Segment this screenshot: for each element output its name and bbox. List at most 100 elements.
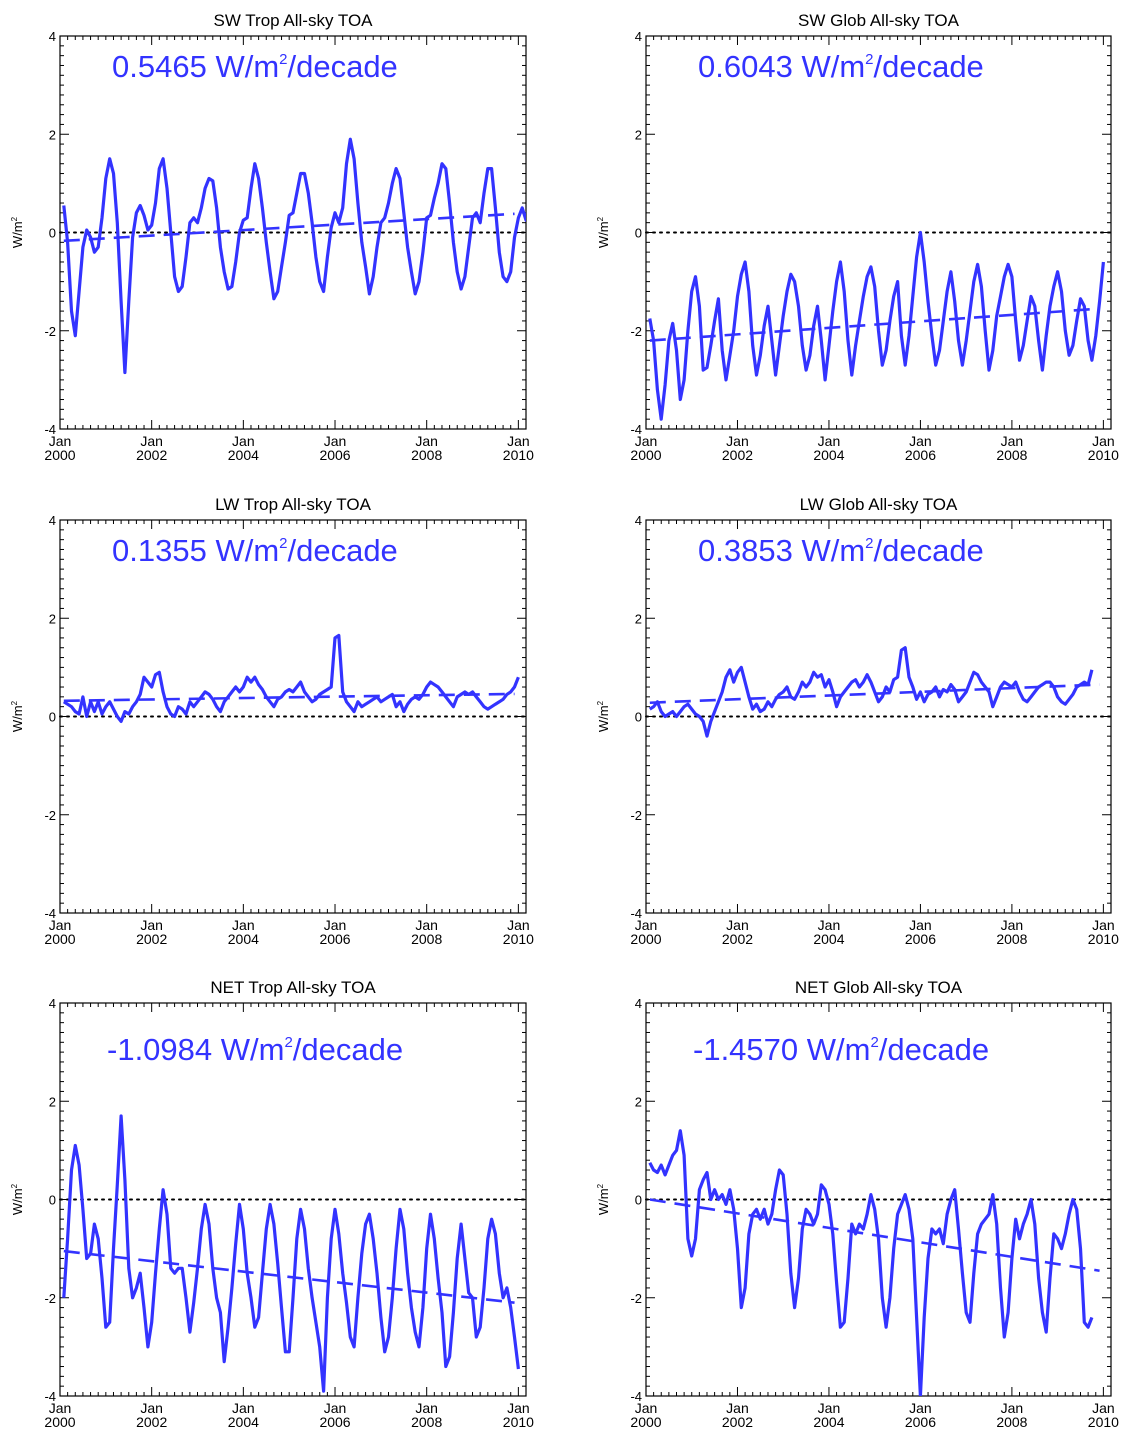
y-tick-label: 4	[49, 513, 56, 528]
panel-1: SW Trop All-sky TOA-4-2024Jan2000Jan2002…	[10, 11, 534, 463]
y-tick-label: 4	[635, 29, 642, 44]
y-tick-label: 2	[635, 611, 642, 626]
y-tick-label: -4	[630, 1389, 642, 1404]
trend-value: -1.0984	[107, 1032, 212, 1067]
x-tick-label-month: Jan	[726, 433, 749, 449]
x-tick-label-month: Jan	[232, 433, 255, 449]
y-tick-label: -2	[44, 324, 56, 339]
x-tick-label-year: 2008	[996, 1414, 1027, 1430]
y-axis-label-text: W/m	[10, 705, 25, 732]
x-tick-label-year: 2006	[905, 1414, 936, 1430]
y-tick-label: 0	[635, 226, 642, 241]
y-tick-label: -2	[44, 1291, 56, 1306]
x-tick-label-month: Jan	[726, 917, 749, 933]
panel-title: SW Glob All-sky TOA	[798, 11, 960, 30]
trend-unit-pre: W/m	[207, 49, 279, 84]
trend-unit-post: /decade	[287, 49, 397, 84]
x-tick-label-month: Jan	[909, 1400, 932, 1416]
x-tick-label-year: 2008	[411, 1414, 442, 1430]
y-tick-label: -4	[44, 1389, 56, 1404]
series-line-monthly-anomaly	[648, 1129, 1094, 1396]
x-tick-label-year: 2010	[503, 931, 534, 947]
x-tick-label-month: Jan	[415, 917, 438, 933]
y-tick-label: 2	[49, 611, 56, 626]
trend-unit-post: /decade	[287, 533, 397, 568]
y-tick-label: 4	[49, 996, 56, 1011]
series-line-trend	[63, 1249, 515, 1304]
trend-value: 0.5465	[112, 49, 207, 84]
x-tick-label-month: Jan	[1092, 1400, 1115, 1416]
series-line-trend	[649, 683, 1100, 705]
panel-3: LW Trop All-sky TOA-4-2024Jan2000Jan2002…	[10, 495, 534, 947]
trend-unit-sup: 2	[865, 535, 873, 552]
y-tick-label: 2	[635, 1094, 642, 1109]
x-tick-label-month: Jan	[415, 1400, 438, 1416]
y-axis-label: W/m2	[10, 216, 25, 248]
y-axis-label-sup: 2	[10, 1183, 19, 1188]
x-tick-label-month: Jan	[324, 917, 347, 933]
y-axis-label: W/m2	[10, 1183, 25, 1215]
panel-title: NET Glob All-sky TOA	[795, 978, 963, 997]
panel-5: NET Trop All-sky TOA-4-2024Jan2000Jan200…	[10, 978, 534, 1430]
y-tick-label: 4	[49, 29, 56, 44]
x-tick-label-year: 2002	[136, 447, 167, 463]
panel-title: NET Trop All-sky TOA	[210, 978, 376, 997]
x-tick-label-month: Jan	[507, 433, 530, 449]
series-line-trend	[649, 1198, 1100, 1273]
trend-annotation: -1.4570 W/m2/decade	[693, 1032, 989, 1067]
x-tick-label-year: 2000	[630, 1414, 661, 1430]
panel-title: LW Glob All-sky TOA	[800, 495, 958, 514]
y-axis-label: W/m2	[10, 700, 25, 732]
x-tick-label-year: 2004	[228, 931, 259, 947]
y-axis-label: W/m2	[596, 216, 611, 248]
trend-value: 0.1355	[112, 533, 207, 568]
trend-unit-sup: 2	[870, 1034, 878, 1051]
x-tick-label-month: Jan	[1001, 433, 1024, 449]
y-tick-label: -2	[630, 324, 642, 339]
y-axis-label-sup: 2	[10, 700, 19, 705]
y-tick-label: -4	[630, 422, 642, 437]
x-tick-label-year: 2008	[996, 447, 1027, 463]
x-tick-label-month: Jan	[1001, 917, 1024, 933]
x-tick-label-month: Jan	[232, 1400, 255, 1416]
x-tick-label-year: 2006	[905, 447, 936, 463]
x-tick-label-year: 2000	[630, 447, 661, 463]
trend-unit-sup: 2	[279, 535, 287, 552]
x-tick-label-month: Jan	[324, 1400, 347, 1416]
trend-unit-pre: W/m	[793, 533, 865, 568]
trend-value: 0.6043	[698, 49, 793, 84]
x-tick-label-month: Jan	[909, 917, 932, 933]
panel-2: SW Glob All-sky TOA-4-2024Jan2000Jan2002…	[596, 11, 1119, 463]
x-tick-label-year: 2000	[44, 1414, 75, 1430]
x-tick-label-month: Jan	[818, 1400, 841, 1416]
x-tick-label-year: 2004	[228, 447, 259, 463]
series-line-monthly-anomaly	[648, 230, 1105, 421]
y-tick-label: 2	[49, 127, 56, 142]
x-tick-label-year: 2002	[722, 931, 753, 947]
x-tick-label-month: Jan	[49, 433, 72, 449]
panel-title: LW Trop All-sky TOA	[215, 495, 372, 514]
x-tick-label-month: Jan	[726, 1400, 749, 1416]
x-tick-label-year: 2008	[411, 931, 442, 947]
y-tick-label: 0	[49, 710, 56, 725]
x-tick-label-year: 2006	[905, 931, 936, 947]
series-line-monthly-anomaly	[62, 1114, 520, 1393]
trend-value: -1.4570	[693, 1032, 798, 1067]
x-tick-label-month: Jan	[140, 1400, 163, 1416]
x-tick-label-year: 2004	[228, 1414, 259, 1430]
x-tick-label-month: Jan	[140, 917, 163, 933]
x-tick-label-year: 2000	[630, 931, 661, 947]
trend-value: 0.3853	[698, 533, 793, 568]
y-tick-label: 0	[49, 1193, 56, 1208]
x-tick-label-month: Jan	[507, 1400, 530, 1416]
x-tick-label-year: 2006	[319, 1414, 350, 1430]
panel-6: NET Glob All-sky TOA-4-2024Jan2000Jan200…	[596, 978, 1119, 1430]
panel-title: SW Trop All-sky TOA	[213, 11, 373, 30]
x-tick-label-month: Jan	[818, 917, 841, 933]
panel-4: LW Glob All-sky TOA-4-2024Jan2000Jan2002…	[596, 495, 1119, 947]
x-tick-label-year: 2004	[813, 931, 844, 947]
trend-unit-pre: W/m	[793, 49, 865, 84]
y-tick-label: 4	[635, 996, 642, 1011]
y-axis-label-sup: 2	[596, 700, 605, 705]
